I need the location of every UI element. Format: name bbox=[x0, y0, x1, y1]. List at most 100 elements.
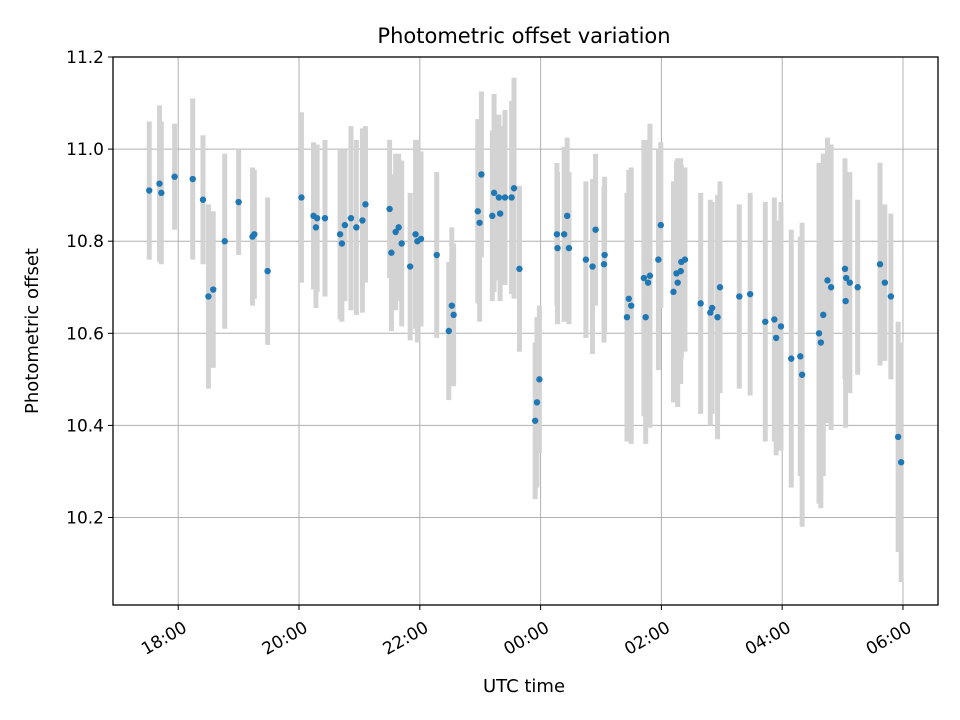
data-point bbox=[627, 302, 635, 309]
x-tick-label: 20:00 bbox=[259, 618, 311, 660]
data-point bbox=[714, 313, 721, 321]
data-point bbox=[657, 221, 664, 229]
data-point bbox=[510, 185, 518, 192]
data-point bbox=[386, 205, 393, 213]
x-axis-label: UTC time bbox=[483, 676, 565, 697]
data-point bbox=[312, 224, 320, 231]
data-point bbox=[841, 265, 849, 273]
data-point bbox=[589, 263, 596, 270]
y-axis-label: Photometric offset bbox=[22, 248, 43, 414]
data-point bbox=[600, 261, 608, 268]
data-point bbox=[392, 228, 399, 236]
data-point bbox=[565, 244, 573, 252]
data-point bbox=[298, 194, 305, 201]
data-point bbox=[797, 353, 804, 360]
y-axis: 10.2 10.4 10.6 10.8 11.0 11.2 bbox=[66, 48, 113, 529]
data-point bbox=[646, 272, 654, 279]
data-point bbox=[897, 459, 905, 466]
data-point bbox=[362, 201, 369, 208]
data-point bbox=[476, 219, 483, 226]
data-point bbox=[817, 339, 825, 346]
data-point bbox=[623, 313, 631, 321]
data-point bbox=[205, 293, 212, 300]
data-point bbox=[681, 256, 689, 263]
x-tick-label: 06:00 bbox=[863, 618, 915, 660]
data-point bbox=[395, 224, 402, 231]
y-tick-label: 10.8 bbox=[66, 232, 104, 252]
data-point bbox=[746, 290, 754, 298]
data-point bbox=[788, 355, 795, 362]
data-point bbox=[560, 231, 568, 238]
data-point bbox=[563, 212, 571, 220]
data-point bbox=[359, 217, 366, 224]
data-point bbox=[489, 212, 496, 220]
data-point bbox=[736, 293, 743, 300]
data-point bbox=[353, 224, 360, 231]
data-point bbox=[644, 279, 652, 286]
data-point bbox=[433, 251, 440, 259]
data-point bbox=[156, 180, 163, 187]
data-point bbox=[697, 300, 704, 307]
data-point bbox=[846, 279, 854, 286]
data-point bbox=[508, 194, 515, 201]
data-point bbox=[827, 284, 835, 291]
data-point bbox=[474, 208, 481, 215]
data-point bbox=[171, 173, 178, 180]
data-point bbox=[592, 226, 599, 233]
data-point bbox=[887, 293, 895, 300]
data-point bbox=[496, 210, 504, 217]
data-point bbox=[146, 187, 153, 194]
data-point bbox=[772, 334, 780, 342]
data-point bbox=[338, 240, 346, 247]
data-point bbox=[553, 231, 561, 238]
data-point bbox=[670, 288, 677, 296]
data-point bbox=[336, 231, 344, 238]
x-tick-label: 00:00 bbox=[500, 618, 552, 660]
data-point bbox=[762, 318, 769, 325]
data-point bbox=[516, 265, 523, 273]
data-point bbox=[388, 249, 395, 256]
data-point bbox=[771, 316, 778, 323]
data-point bbox=[854, 284, 861, 291]
data-point bbox=[674, 279, 681, 286]
chart-title: Photometric offset variation bbox=[377, 24, 670, 48]
x-tick-label: 02:00 bbox=[621, 618, 673, 660]
data-point bbox=[824, 277, 831, 284]
data-point bbox=[417, 235, 425, 243]
data-point bbox=[412, 231, 419, 238]
data-point bbox=[881, 279, 889, 286]
data-point bbox=[582, 256, 590, 263]
data-point bbox=[894, 433, 902, 441]
errorbars bbox=[146, 77, 904, 582]
data-point bbox=[445, 327, 452, 335]
data-point bbox=[313, 214, 321, 222]
data-point bbox=[798, 371, 806, 378]
data-point bbox=[189, 175, 196, 183]
data-point bbox=[677, 267, 684, 275]
data-point bbox=[347, 214, 355, 222]
x-tick-label: 18:00 bbox=[138, 618, 190, 660]
data-point bbox=[221, 238, 228, 245]
data-point bbox=[554, 244, 561, 252]
data-point bbox=[655, 256, 662, 263]
data-point bbox=[640, 274, 648, 282]
data-point bbox=[321, 214, 329, 222]
data-point bbox=[341, 221, 349, 229]
data-point bbox=[642, 313, 649, 321]
data-point bbox=[210, 286, 217, 293]
data-point bbox=[448, 302, 456, 309]
data-point bbox=[820, 311, 827, 319]
data-point bbox=[536, 376, 543, 383]
data-point bbox=[495, 194, 503, 201]
data-point bbox=[815, 330, 823, 337]
data-point bbox=[533, 399, 541, 406]
data-point bbox=[450, 311, 457, 319]
data-point bbox=[406, 263, 414, 270]
data-point bbox=[251, 231, 258, 238]
x-tick-label: 22:00 bbox=[380, 618, 432, 660]
data-point bbox=[478, 171, 485, 178]
data-point bbox=[264, 267, 271, 275]
data-point bbox=[601, 251, 608, 259]
data-point bbox=[490, 189, 498, 197]
